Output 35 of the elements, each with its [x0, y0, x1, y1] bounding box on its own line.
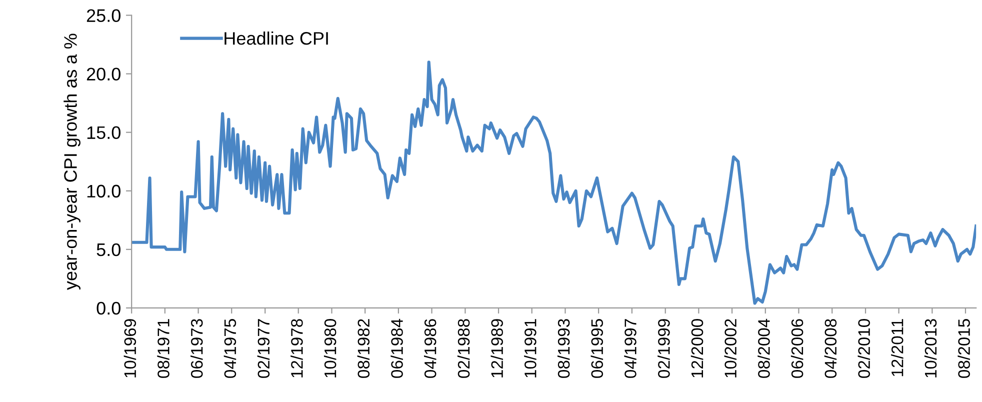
y-axis-title: year-on-year CPI growth as a %	[64, 34, 80, 290]
y-tick-label: 25.0	[86, 9, 120, 22]
y-tick-label: 0.0	[96, 302, 120, 315]
x-tick-label: 12/2011	[891, 319, 904, 376]
x-tick-label: 06/2006	[790, 319, 804, 378]
x-tick-label: 10/1969	[124, 319, 136, 378]
x-tick-label: 12/1978	[290, 319, 303, 378]
x-tick-label: 04/1986	[424, 319, 436, 378]
x-tick-label: 08/1982	[357, 319, 370, 378]
x-tick-label: 10/2013	[924, 319, 937, 378]
y-tick-label: 5.0	[96, 243, 120, 256]
x-tick-label: 02/2010	[858, 318, 870, 378]
x-tick-label: 04/2008	[824, 319, 837, 378]
x-tick-label: 10/1980	[324, 318, 336, 378]
y-tick-label: 15.0	[87, 126, 120, 140]
x-tick-label: 06/1973	[190, 319, 203, 378]
line-series	[132, 60, 976, 305]
x-tick-label: 06/1984	[390, 318, 403, 378]
y-tick-label: 10.0	[87, 184, 120, 198]
x-tick-label: 08/1993	[557, 319, 570, 378]
x-tick-label: 12/2000	[690, 318, 704, 378]
x-tick-label: 08/2004	[758, 318, 770, 378]
x-tick-label: 04/1997	[624, 319, 636, 378]
x-tick-label: 08/1971	[157, 319, 170, 378]
x-tick-label: 10/1991	[524, 319, 536, 378]
x-tick-label: 02/1999	[658, 319, 670, 378]
x-tick-label: 08/2015	[958, 319, 970, 378]
x-tick-label: 02/1988	[457, 319, 470, 378]
x-tick-label: 02/1977	[257, 319, 270, 378]
y-tick-label: 20.0	[86, 68, 120, 81]
legend-label: Headline CPI	[224, 32, 328, 45]
x-tick-label: 12/1989	[490, 319, 503, 378]
x-tick-label: 06/1995	[590, 319, 604, 378]
x-tick-label: 10/2002	[724, 319, 736, 378]
x-tick-label: 04/1975	[224, 319, 236, 378]
